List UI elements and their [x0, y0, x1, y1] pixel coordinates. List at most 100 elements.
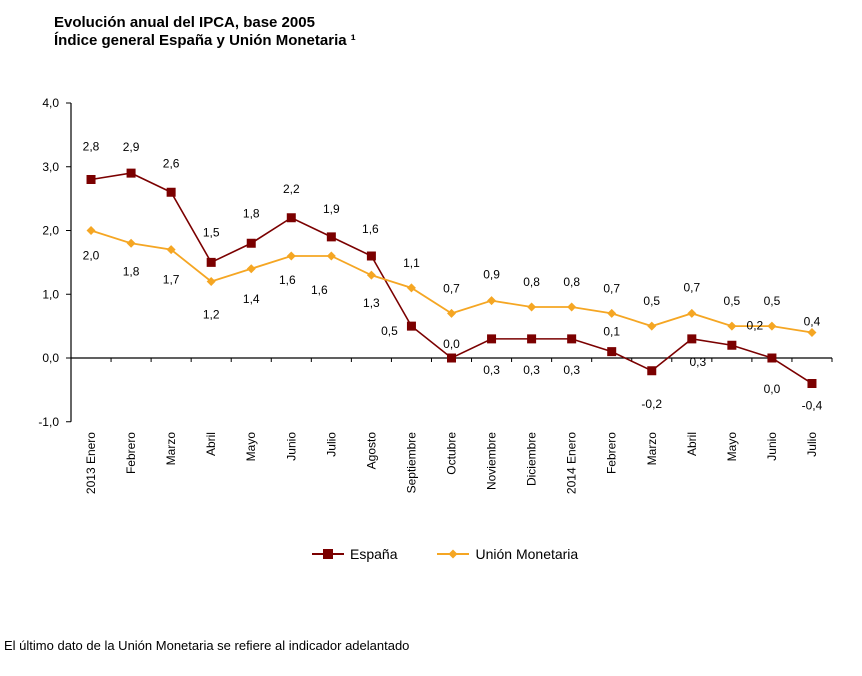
data-label-union-monetaria: 1,3 [363, 296, 380, 310]
x-tick-label: Mayo [725, 432, 739, 462]
marker-union-monetaria [126, 238, 136, 248]
data-label-espana: 0,5 [381, 324, 398, 338]
data-label-espana: 2,2 [283, 182, 300, 196]
x-tick-label: Diciembre [525, 432, 539, 486]
marker-union-monetaria [366, 270, 376, 280]
legend-item-espana[interactable]: España [312, 546, 397, 562]
marker-espana [366, 251, 376, 261]
chart-title-line2: Índice general España y Unión Monetaria … [54, 32, 356, 49]
y-tick-label: 1,0 [42, 287, 59, 301]
marker-union-monetaria [647, 321, 657, 331]
data-label-espana: 2,9 [123, 140, 140, 154]
y-tick-label: 0,0 [42, 351, 59, 365]
marker-union-monetaria [727, 321, 737, 331]
marker-union-monetaria [166, 245, 176, 255]
legend-label-union-monetaria: Unión Monetaria [475, 546, 579, 562]
marker-union-monetaria [487, 296, 497, 306]
chart-title-line1: Evolución anual del IPCA, base 2005 [54, 14, 315, 31]
marker-espana [166, 187, 176, 197]
data-label-espana: 2,8 [83, 140, 100, 154]
data-label-espana: 0,0 [443, 337, 460, 351]
marker-union-monetaria [206, 277, 216, 286]
marker-union-monetaria [687, 308, 697, 318]
marker-espana [487, 334, 497, 344]
marker-espana [246, 238, 256, 248]
marker-union-monetaria [767, 321, 777, 331]
legend-item-union-monetaria[interactable]: Unión Monetaria [437, 546, 578, 562]
data-label-union-monetaria: 1,7 [163, 273, 180, 287]
marker-espana [807, 379, 817, 388]
legend: España Unión Monetaria [312, 546, 578, 562]
data-label-espana: 1,6 [362, 222, 379, 236]
data-label-espana: 0,2 [747, 318, 764, 332]
x-tick-label: Septiembre [404, 432, 418, 494]
legend-swatch-espana-icon [312, 549, 344, 559]
y-tick-label: 3,0 [42, 160, 59, 174]
data-label-union-monetaria: 1,1 [403, 256, 420, 270]
marker-union-monetaria [286, 251, 296, 261]
x-tick-label: Febrero [124, 432, 138, 474]
marker-union-monetaria [246, 264, 256, 274]
x-tick-labels: 2013 Enero Febrero Marzo Abril Mayo Junio Juli… [84, 432, 819, 494]
chart-title: Evolución anual del IPCA, base 2005 Índi… [54, 14, 356, 50]
x-tick-label: Julio [805, 432, 819, 457]
data-label-union-monetaria: 0,5 [764, 294, 781, 308]
x-tick-label: Junio [765, 432, 779, 461]
marker-espana [406, 321, 416, 331]
x-tick-label: Abril [204, 432, 218, 456]
data-label-espana: 0,0 [764, 382, 781, 396]
data-label-espana: 2,6 [163, 156, 180, 170]
data-label-espana: 1,5 [203, 225, 220, 239]
marker-espana [286, 213, 296, 223]
y-tick-label: 2,0 [42, 224, 59, 238]
marker-espana [527, 334, 537, 344]
data-label-espana: 0,1 [603, 325, 620, 339]
data-label-union-monetaria: 0,7 [443, 281, 460, 295]
data-label-espana: 0,3 [483, 363, 500, 377]
x-tick-label: 2014 Enero [565, 432, 579, 494]
data-label-union-monetaria: 1,8 [123, 264, 140, 278]
footnote: El último dato de la Unión Monetaria se … [4, 638, 410, 653]
data-label-union-monetaria: 0,7 [603, 281, 620, 295]
marker-union-monetaria [86, 226, 96, 235]
marker-espana [687, 334, 697, 344]
data-label-union-monetaria: 0,9 [483, 268, 500, 282]
data-label-union-monetaria: 0,8 [523, 275, 540, 289]
marker-espana [326, 232, 336, 242]
data-label-espana: 0,3 [523, 363, 540, 377]
marker-espana [206, 257, 216, 267]
data-label-espana: -0,4 [802, 399, 823, 413]
marker-union-monetaria [447, 308, 456, 318]
x-tick-label: Agosto [364, 432, 378, 470]
x-tick-label: Noviembre [485, 432, 499, 490]
y-tick-label: -1,0 [38, 415, 59, 429]
x-tick-label: Febrero [605, 432, 619, 474]
series-lines [90, 172, 813, 385]
data-label-espana: 0,3 [689, 355, 706, 369]
x-tick-label: Abril [685, 432, 699, 456]
x-tick-label: Marzo [645, 432, 659, 466]
marker-espana [767, 353, 777, 363]
marker-espana [447, 353, 456, 363]
marker-espana [607, 347, 617, 357]
marker-espana [647, 366, 657, 376]
x-tick-label: 2013 Enero [84, 432, 98, 494]
data-label-union-monetaria: 2,0 [83, 249, 100, 263]
data-label-espana: 1,8 [243, 206, 260, 220]
data-label-espana: -0,2 [641, 397, 662, 411]
data-label-union-monetaria: 1,6 [311, 283, 328, 297]
marker-union-monetaria [527, 302, 537, 312]
marker-union-monetaria [807, 328, 817, 337]
marker-espana [126, 168, 136, 178]
x-tick-label: Octubre [445, 432, 459, 475]
legend-label-espana: España [350, 546, 398, 562]
marker-union-monetaria [326, 251, 336, 261]
legend-swatch-union-icon [437, 549, 470, 559]
x-tick-label: Julio [324, 432, 338, 457]
marker-union-monetaria [406, 283, 416, 293]
data-labels: 2,8 2,9 2,6 1,5 1,8 2,2 1,9 1,6 0,5 0,0 0,3 0,3 0,3 0… [83, 140, 823, 413]
data-label-union-monetaria: 0,4 [804, 315, 821, 329]
data-label-union-monetaria: 0,8 [563, 275, 580, 289]
y-tick-label: 4,0 [42, 96, 59, 110]
data-label-espana: 0,3 [563, 363, 580, 377]
